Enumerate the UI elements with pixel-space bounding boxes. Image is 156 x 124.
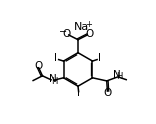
Text: O: O bbox=[62, 29, 71, 39]
Text: I: I bbox=[98, 53, 101, 63]
Text: I: I bbox=[54, 53, 57, 63]
Text: N: N bbox=[49, 74, 56, 84]
Text: N: N bbox=[113, 70, 121, 80]
Text: O: O bbox=[34, 61, 42, 71]
Text: H: H bbox=[51, 77, 58, 86]
Text: +: + bbox=[85, 20, 92, 29]
Text: −: − bbox=[59, 27, 68, 37]
Text: I: I bbox=[77, 88, 80, 98]
Text: O: O bbox=[85, 29, 94, 39]
Text: O: O bbox=[104, 88, 112, 98]
Text: Na: Na bbox=[74, 22, 89, 32]
Text: H: H bbox=[116, 72, 122, 81]
